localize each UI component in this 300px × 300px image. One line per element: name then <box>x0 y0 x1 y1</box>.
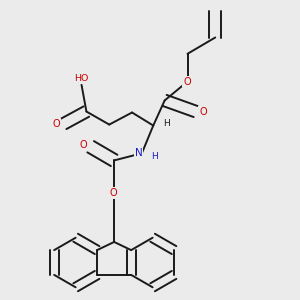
Text: O: O <box>199 106 207 116</box>
Text: HO: HO <box>74 74 88 83</box>
Text: O: O <box>109 188 117 198</box>
Text: H: H <box>163 119 170 128</box>
Text: O: O <box>80 140 87 150</box>
Text: O: O <box>183 76 191 86</box>
Text: N: N <box>135 148 142 158</box>
Text: H: H <box>152 152 158 161</box>
Text: O: O <box>52 119 60 129</box>
